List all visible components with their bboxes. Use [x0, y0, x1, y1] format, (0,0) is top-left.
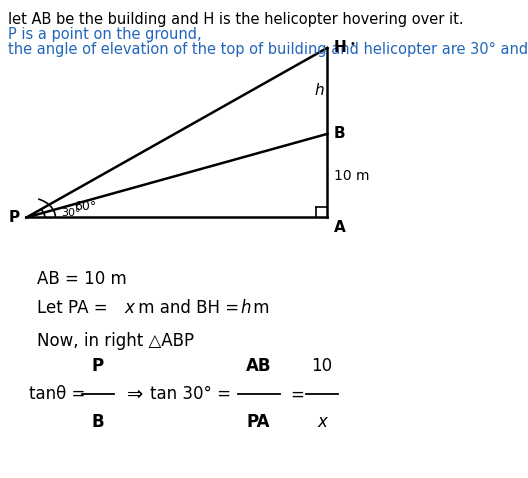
Text: PA: PA: [247, 413, 270, 432]
Text: x: x: [124, 299, 134, 317]
Text: tan 30° =: tan 30° =: [150, 385, 231, 403]
Text: 10 m: 10 m: [334, 169, 369, 183]
Text: AB: AB: [246, 357, 271, 375]
Text: x: x: [317, 413, 327, 432]
Text: 10: 10: [312, 357, 333, 375]
Text: 30°: 30°: [61, 208, 80, 217]
Text: let AB be the building and H is the helicopter hovering over it.: let AB be the building and H is the heli…: [8, 12, 464, 27]
Text: h: h: [314, 83, 324, 98]
Text: m and BH =: m and BH =: [133, 299, 244, 317]
Text: A: A: [334, 220, 345, 235]
Text: m: m: [248, 299, 270, 317]
Text: AB = 10 m: AB = 10 m: [37, 270, 127, 288]
Text: Let PA =: Let PA =: [37, 299, 113, 317]
Text: B: B: [91, 413, 104, 432]
Text: P: P: [92, 357, 103, 375]
Text: the angle of elevation of the top of building and helicopter are 30° and 60°: the angle of elevation of the top of bui…: [8, 42, 528, 57]
Text: ⇒: ⇒: [127, 385, 143, 404]
Text: P: P: [9, 210, 20, 225]
Text: B: B: [334, 126, 345, 141]
Text: P is a point on the ground,: P is a point on the ground,: [8, 27, 202, 42]
Text: Now, in right △ABP: Now, in right △ABP: [37, 332, 194, 350]
Text: H: H: [334, 40, 346, 55]
Text: tanθ =: tanθ =: [29, 385, 86, 403]
Text: 60°: 60°: [74, 200, 96, 214]
Text: =: =: [290, 385, 304, 403]
Text: •: •: [350, 39, 355, 49]
Text: h: h: [240, 299, 251, 317]
